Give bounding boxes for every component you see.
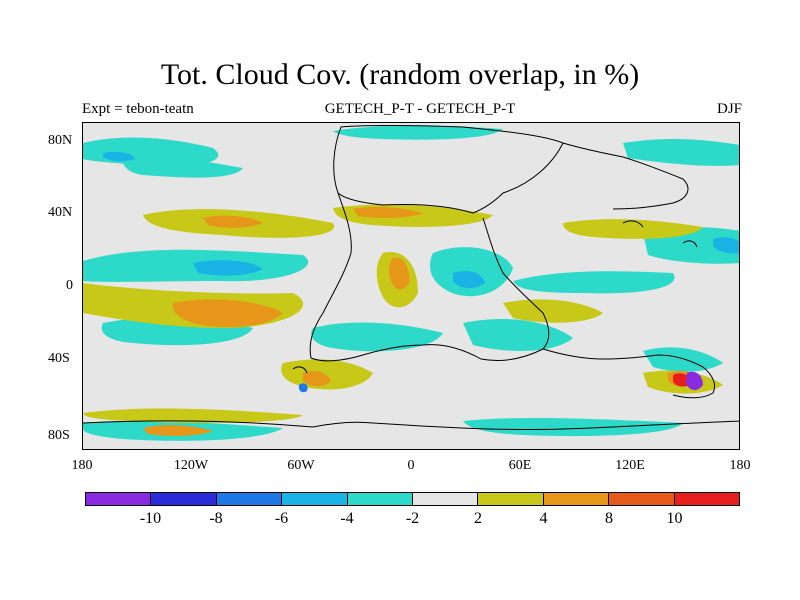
color-bar-swatch (86, 493, 152, 505)
blue-core-south-america (298, 383, 308, 393)
lat-tick-label: 0 (66, 278, 73, 293)
map-panel (82, 122, 740, 450)
outline-pangea-north (333, 125, 564, 214)
orange-atlantic-eq (388, 257, 410, 290)
color-bar-label: 2 (474, 510, 482, 527)
color-bar-label: -10 (139, 510, 162, 527)
color-bar (85, 492, 740, 506)
comparison-label: GETECH_P-T - GETECH_P-T (324, 101, 516, 117)
extreme-anomaly-regions (298, 371, 703, 393)
color-bar-label: -8 (209, 510, 223, 527)
outline-asia (562, 142, 689, 210)
lon-tick-label: 120E (615, 458, 645, 473)
strong-positive-regions (143, 206, 703, 436)
color-bar-swatch (151, 493, 217, 505)
cyan-band-africa (430, 247, 513, 297)
color-bar-swatch (216, 493, 283, 505)
blue-east-pacific (713, 237, 739, 254)
lon-tick-label: 0 (407, 458, 415, 473)
lon-tick-label: 180 (729, 458, 751, 473)
cyan-band-south-indian (463, 318, 573, 351)
cyan-band-north-east (623, 139, 739, 166)
strong-negative-regions (103, 151, 739, 289)
cyan-band-arctic (333, 125, 503, 140)
color-bar-swatch (543, 493, 610, 505)
color-bar-label: 8 (605, 510, 613, 527)
orange-south-america (303, 370, 331, 387)
color-bar-swatch (413, 493, 479, 505)
lat-tick-label: 80N (48, 133, 73, 148)
experiment-label: Expt = tebon-teatn (82, 101, 194, 117)
purple-core-australia (686, 371, 703, 391)
cyan-band-south-east (463, 417, 683, 437)
outline-antarctic (83, 420, 739, 431)
cyan-band-south-atlantic (311, 322, 443, 352)
yellow-band-indian-south (503, 299, 603, 323)
color-bar-swatch (347, 493, 414, 505)
season-label: DJF (716, 101, 742, 117)
color-bar-swatch (609, 493, 675, 505)
outline-gondwana-east (542, 348, 716, 399)
lon-tick-label: 120W (173, 458, 209, 473)
cyan-band-north-west (122, 156, 243, 178)
blue-africa-core (453, 271, 485, 289)
cloud-cover-map (83, 125, 739, 441)
color-bar-label: 10 (666, 510, 683, 527)
color-bar-swatch (478, 493, 544, 505)
cyan-band-indian (513, 271, 675, 294)
color-bar-label: -6 (274, 510, 289, 527)
blue-north-pacific (103, 151, 135, 162)
color-bar-swatch (282, 493, 348, 505)
lat-tick-label: 40S (48, 351, 70, 366)
color-bar-label: -2 (405, 510, 420, 527)
lon-tick-label: 60E (508, 458, 532, 473)
outline-pangea-south (309, 192, 550, 362)
orange-south (143, 425, 213, 436)
yellow-band-south (83, 408, 303, 423)
lon-tick-label: 180 (71, 458, 93, 473)
orange-north-africa (353, 206, 423, 218)
continent-outlines (83, 125, 739, 431)
outline-islands (292, 220, 698, 374)
figure-title: Tot. Cloud Cov. (random overlap, in %) (160, 58, 640, 91)
lon-tick-label: 60W (287, 458, 315, 473)
color-bar-label: 4 (539, 510, 548, 527)
blue-tropical-pacific (193, 260, 263, 276)
color-bar-swatch (674, 493, 740, 505)
cyan-band-australia (643, 347, 723, 372)
orange-south-pacific (172, 299, 283, 328)
orange-north-atlantic (203, 215, 263, 228)
yellow-band-east (563, 219, 703, 239)
lat-tick-label: 40N (48, 205, 73, 220)
lat-tick-label: 80S (48, 428, 70, 443)
color-bar-label: -4 (340, 510, 354, 527)
yellow-band-south-atlantic (281, 359, 373, 390)
